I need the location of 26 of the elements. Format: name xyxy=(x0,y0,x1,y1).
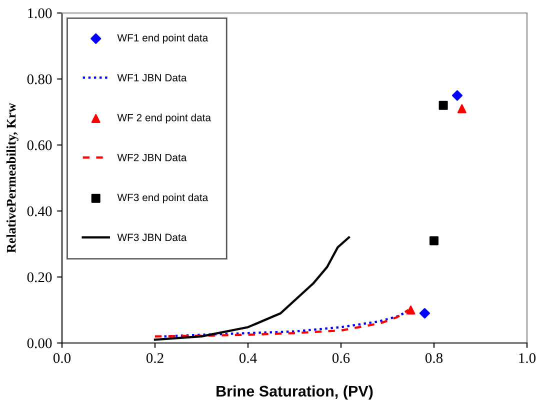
legend-label: WF3 JBN Data xyxy=(117,234,187,242)
point xyxy=(457,104,466,114)
x-tick-label: 0.0 xyxy=(53,353,71,364)
legend-label: WF1 JBN Data xyxy=(117,74,187,82)
x-tick-label: 0.8 xyxy=(425,353,443,364)
point xyxy=(438,100,448,110)
y-tick-label: 0.60 xyxy=(27,140,52,150)
y-tick-label: 1.00 xyxy=(28,8,52,18)
point xyxy=(406,306,416,314)
point xyxy=(430,236,438,246)
y-tick-label: 0.20 xyxy=(27,272,52,282)
point xyxy=(452,90,463,101)
x-tick-label: 0.2 xyxy=(146,353,164,364)
x-tick-label: 1.0 xyxy=(519,353,536,364)
legend-label: WF3 end point data xyxy=(117,194,208,204)
y-tick-label: 0.80 xyxy=(27,74,52,84)
x-axis-title: Brine Saturation, (PV) xyxy=(216,385,373,400)
y-tick-label: 0.00 xyxy=(27,338,52,348)
point xyxy=(419,308,430,319)
y-tick-label: 0.40 xyxy=(27,206,52,216)
legend-label: WF 2 end point data xyxy=(117,114,212,124)
legend-label: WF2 JBN Data xyxy=(117,154,187,162)
x-tick-label: 0.4 xyxy=(239,353,257,364)
x-tick-label: 0.6 xyxy=(332,353,350,364)
legend-label: WF1 end point data xyxy=(117,34,208,44)
y-axis-title: RelativePermeability, Krw xyxy=(6,102,18,253)
